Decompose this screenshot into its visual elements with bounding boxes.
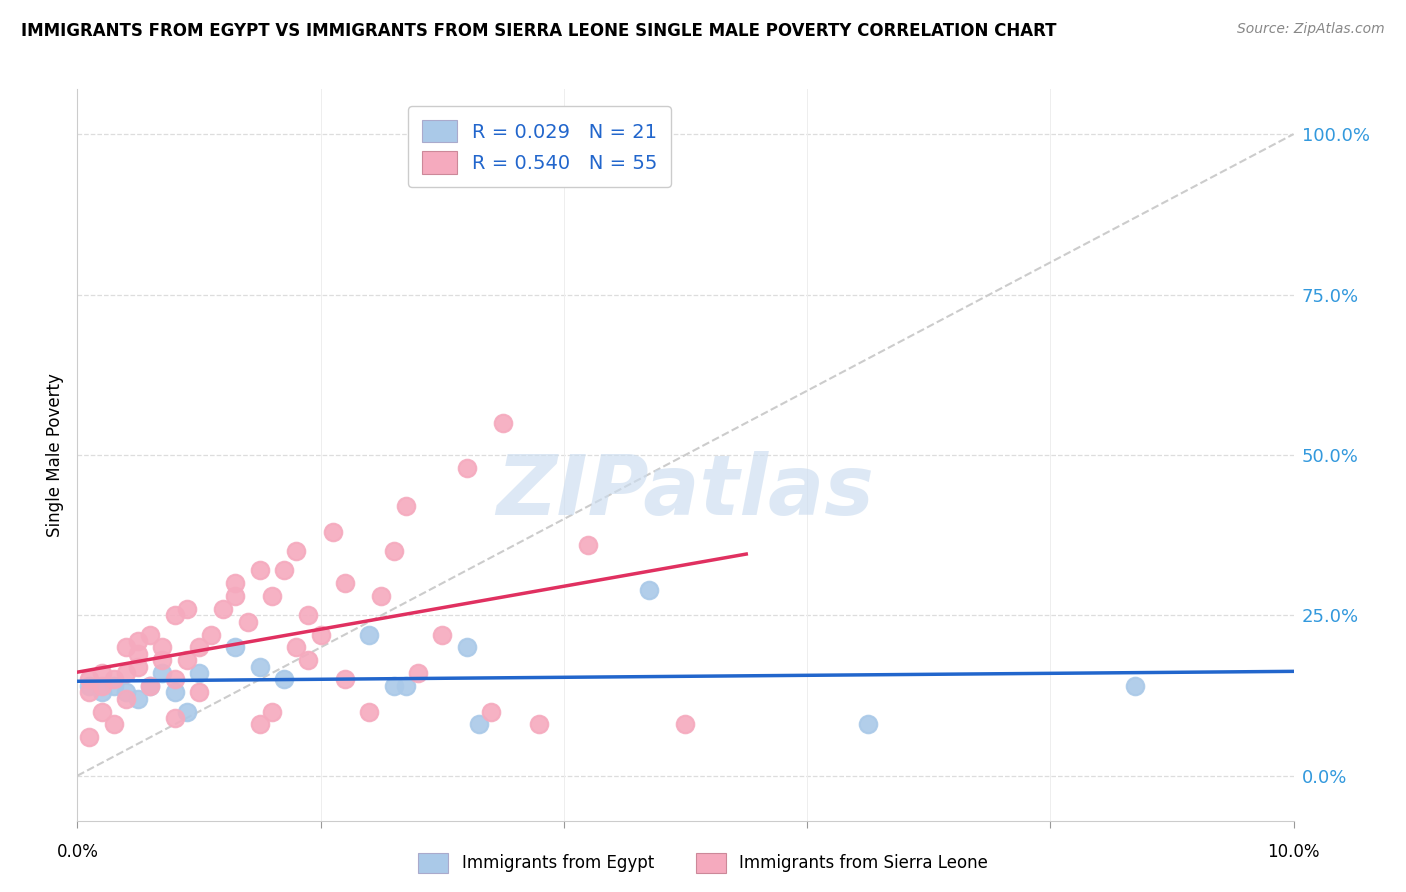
- Point: [188, 666, 211, 681]
- Point: [273, 673, 295, 687]
- Point: [90, 705, 112, 719]
- Point: [297, 608, 319, 623]
- Point: [200, 627, 222, 641]
- Point: [406, 666, 429, 681]
- Point: [576, 538, 599, 552]
- Point: [1125, 679, 1147, 693]
- Legend: R = 0.029   N = 21, R = 0.540   N = 55: R = 0.029 N = 21, R = 0.540 N = 55: [408, 106, 671, 187]
- Point: [163, 685, 186, 699]
- Text: ZIPatlas: ZIPatlas: [496, 451, 875, 532]
- Point: [236, 615, 259, 629]
- Point: [322, 524, 344, 539]
- Point: [285, 544, 308, 558]
- Point: [675, 717, 697, 731]
- Point: [127, 634, 149, 648]
- Point: [249, 717, 271, 731]
- Point: [395, 500, 418, 514]
- Point: [139, 627, 162, 641]
- Point: [456, 460, 478, 475]
- Point: [79, 685, 101, 699]
- Point: [467, 717, 489, 731]
- Legend: Immigrants from Egypt, Immigrants from Sierra Leone: Immigrants from Egypt, Immigrants from S…: [412, 847, 994, 880]
- Point: [90, 685, 112, 699]
- Point: [103, 717, 125, 731]
- Point: [115, 685, 138, 699]
- Point: [115, 666, 138, 681]
- Point: [529, 717, 551, 731]
- Point: [856, 717, 879, 731]
- Point: [127, 691, 149, 706]
- Point: [90, 666, 112, 681]
- Point: [224, 589, 246, 603]
- Text: 0.0%: 0.0%: [56, 843, 98, 861]
- Point: [224, 640, 246, 655]
- Point: [152, 666, 174, 681]
- Point: [224, 576, 246, 591]
- Point: [79, 730, 101, 744]
- Point: [638, 582, 661, 597]
- Point: [176, 705, 198, 719]
- Point: [273, 563, 295, 577]
- Point: [79, 673, 101, 687]
- Point: [333, 576, 356, 591]
- Point: [249, 659, 271, 673]
- Point: [359, 627, 381, 641]
- Text: IMMIGRANTS FROM EGYPT VS IMMIGRANTS FROM SIERRA LEONE SINGLE MALE POVERTY CORREL: IMMIGRANTS FROM EGYPT VS IMMIGRANTS FROM…: [21, 22, 1056, 40]
- Y-axis label: Single Male Poverty: Single Male Poverty: [46, 373, 65, 537]
- Point: [430, 627, 453, 641]
- Point: [260, 589, 283, 603]
- Point: [479, 705, 502, 719]
- Point: [127, 659, 149, 673]
- Point: [188, 640, 211, 655]
- Point: [359, 705, 381, 719]
- Point: [127, 647, 149, 661]
- Point: [249, 563, 271, 577]
- Point: [163, 711, 186, 725]
- Point: [212, 602, 235, 616]
- Point: [79, 679, 101, 693]
- Point: [163, 608, 186, 623]
- Point: [188, 685, 211, 699]
- Point: [382, 544, 405, 558]
- Point: [260, 705, 283, 719]
- Point: [115, 640, 138, 655]
- Point: [382, 679, 405, 693]
- Point: [309, 627, 332, 641]
- Point: [152, 640, 174, 655]
- Point: [370, 589, 392, 603]
- Point: [176, 653, 198, 667]
- Point: [333, 673, 356, 687]
- Point: [115, 691, 138, 706]
- Point: [163, 673, 186, 687]
- Point: [103, 679, 125, 693]
- Point: [176, 602, 198, 616]
- Point: [103, 673, 125, 687]
- Point: [456, 640, 478, 655]
- Point: [492, 416, 515, 430]
- Point: [285, 640, 308, 655]
- Point: [395, 679, 418, 693]
- Point: [152, 653, 174, 667]
- Point: [139, 679, 162, 693]
- Point: [90, 679, 112, 693]
- Point: [297, 653, 319, 667]
- Text: Source: ZipAtlas.com: Source: ZipAtlas.com: [1237, 22, 1385, 37]
- Point: [139, 679, 162, 693]
- Text: 10.0%: 10.0%: [1267, 843, 1320, 861]
